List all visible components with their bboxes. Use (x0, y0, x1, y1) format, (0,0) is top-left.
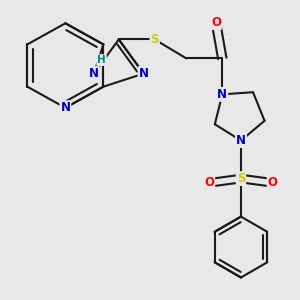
Text: N: N (236, 134, 246, 147)
Text: H: H (97, 55, 106, 65)
Text: O: O (211, 16, 221, 29)
Text: O: O (268, 176, 278, 189)
Text: S: S (150, 33, 159, 46)
Text: O: O (204, 176, 214, 189)
Text: N: N (60, 101, 70, 114)
Text: N: N (217, 88, 227, 101)
Text: N: N (139, 67, 148, 80)
Text: N: N (89, 67, 99, 80)
Text: S: S (237, 172, 245, 185)
